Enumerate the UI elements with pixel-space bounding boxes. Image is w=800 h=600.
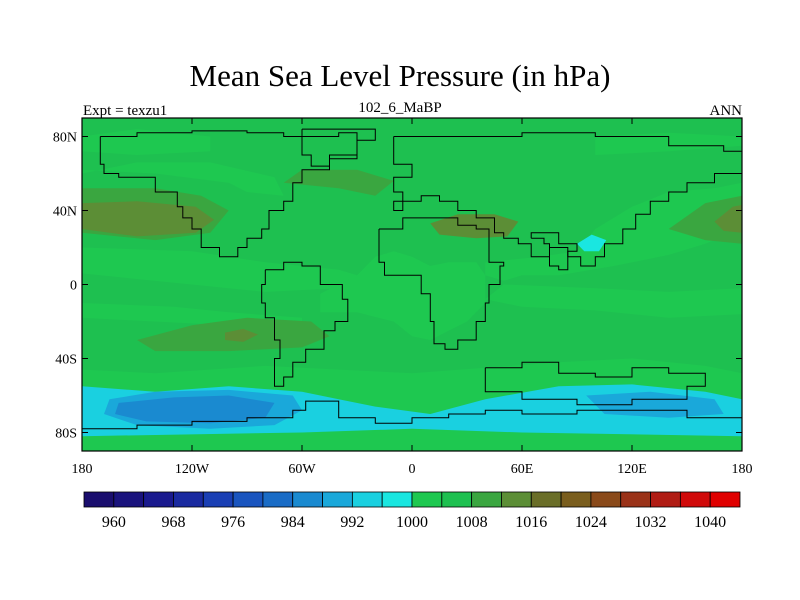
y-tick-label: 80S [55,427,77,442]
band-1000-north-tropics [82,247,376,292]
colorbar-label: 976 [221,514,245,531]
chart-subtitle: 102_6_MaBP [358,100,442,116]
colorbar-swatch [351,491,383,508]
colorbar-label: 968 [161,514,185,531]
colorbar-swatch [560,491,592,508]
colorbar-swatch [262,491,294,508]
colorbar-swatch [620,491,651,508]
colorbar-label: 1000 [396,514,428,531]
coastlines [82,128,742,451]
x-tick-label: 60W [288,462,316,477]
band-1016-north-pacific [82,201,214,237]
colorbar-label: 1016 [515,514,547,531]
band-1012-north-africa [283,169,394,196]
coast-australia-antarctica [484,361,706,406]
x-tick-label: 180 [732,462,753,477]
colorbar-swatch [83,491,115,508]
chart-title: Mean Sea Level Pressure (in hPa) [189,58,611,93]
coast-north-america [99,130,358,258]
colorbar: 960 968 976 984 992 1000 1008 1016 1024 1032 1040 [83,491,741,531]
band-1000-antarctic-cap [82,428,742,451]
coast-greenland [301,128,376,167]
y-tick-label: 40S [55,353,77,368]
colorbar-swatch [709,491,741,508]
colorbar-swatch [441,491,473,508]
season-label: ANN [709,103,743,119]
band-996-asia [577,234,607,252]
coast-south-america [261,261,349,387]
coast-africa [378,217,505,350]
x-tick-label: 120W [175,462,210,477]
band-988-east [586,391,724,418]
band-1016-south-pacific [225,328,258,342]
y-tick-label: 0 [70,279,77,294]
y-tick-label: 40N [53,205,77,220]
colorbar-label: 960 [102,514,126,531]
colorbar-label: 984 [281,514,305,531]
colorbar-swatch [143,491,174,508]
colorbar-swatch [232,491,264,508]
band-984-pacific [115,395,275,424]
experiment-label: Expt = texzu1 [83,103,168,119]
colorbar-swatch [471,491,502,508]
x-tick-label: 120E [617,462,647,477]
band-1000-east-tropics [485,284,742,318]
coast-antarctica [82,400,742,451]
colorbar-label: 1024 [575,514,607,531]
colorbar-swatch [173,491,204,508]
colorbar-label: 1032 [635,514,667,531]
x-tick-label: 60E [511,462,534,477]
colorbar-swatch [292,491,323,508]
colorbar-swatch [202,491,234,508]
colorbar-swatch [411,491,443,508]
y-tick-label: 80N [53,131,77,146]
colorbar-label: 992 [340,514,364,531]
colorbar-swatch [322,491,353,508]
colorbar-label: 1008 [456,514,488,531]
colorbar-swatch [650,491,681,508]
band-1016-east-pacific [714,204,742,233]
colorbar-swatch [381,491,413,508]
colorbar-swatch [590,491,622,508]
x-tick-label: 0 [409,462,416,477]
x-axis: 180 120W 60W 0 60E 120E 180 [72,118,753,477]
colorbar-label: 1040 [694,514,726,531]
colorbar-swatch [530,491,562,508]
band-1000-africa [320,251,486,340]
colorbar-swatch [113,491,145,508]
colorbar-swatch [679,491,711,508]
band-1000-pacific-belt [82,162,284,196]
band-1012-east-pacific [668,195,742,244]
band-1000-north-pacific [82,129,211,155]
x-tick-label: 180 [72,462,93,477]
coast-india [530,232,578,271]
y-axis: 80N 40N 0 40S 80S [53,131,742,442]
colorbar-swatch [501,491,532,508]
